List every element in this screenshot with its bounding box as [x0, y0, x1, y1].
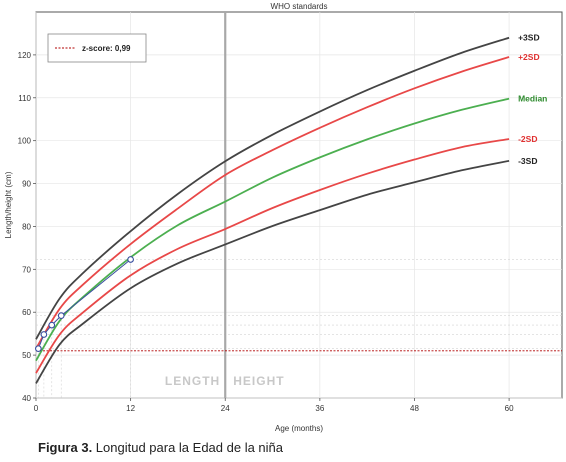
- y-tick-label: 110: [18, 94, 31, 103]
- grid-lines: [35, 12, 562, 399]
- growth-curves: +3SD +2SD Median -2SD -3SD: [35, 33, 547, 384]
- patient-point: [48, 321, 56, 329]
- chart-title: WHO standards: [271, 2, 328, 11]
- y-tick-label: 50: [22, 351, 31, 360]
- patient-series: [35, 256, 134, 353]
- figure-caption: Figura 3. Longitud para la Edad de la ni…: [38, 440, 283, 455]
- y-tick-label: 80: [22, 222, 31, 231]
- y-axis-label: Length/height (cm): [4, 171, 13, 238]
- phase-label-length: LENGTH: [165, 374, 220, 388]
- x-tick-label: 12: [126, 404, 135, 413]
- curve-label-minus-2sd: -2SD: [518, 134, 537, 144]
- legend-label: z-score: 0,99: [82, 44, 131, 53]
- x-tick-label: 48: [410, 404, 419, 413]
- phase-label-height: HEIGHT: [233, 374, 284, 388]
- patient-point: [35, 345, 42, 353]
- curve-label-plusminus-3sd: +3SD: [518, 33, 540, 43]
- y-tick-label: 40: [22, 394, 31, 403]
- curve-label-minus-3sd: -3SD: [518, 156, 537, 166]
- y-axis-ticks: 40 50 60 70 80 90 100 110 120: [18, 51, 36, 403]
- x-tick-label: 60: [505, 404, 514, 413]
- curve-median: [35, 97, 510, 362]
- legend: z-score: 0,99: [47, 33, 147, 63]
- y-tick-label: 70: [22, 265, 31, 274]
- caption-number: Figura 3.: [38, 440, 93, 455]
- x-tick-label: 0: [34, 404, 39, 413]
- curve-plusminus-3sd: [35, 36, 510, 340]
- y-tick-label: 120: [18, 51, 32, 60]
- x-axis-label: Age (months): [275, 424, 323, 433]
- curve-minus-3sd: [35, 159, 510, 384]
- x-axis-ticks: 0 12 24 36 48 60: [34, 398, 514, 413]
- curve-label-median: Median: [518, 94, 547, 104]
- plot-background: [35, 11, 563, 399]
- curve-minus-2sd: [35, 138, 510, 374]
- y-tick-label: 100: [18, 137, 32, 146]
- patient-point: [127, 256, 134, 263]
- patient-point: [57, 312, 65, 320]
- growth-chart: WHO standards LENGTH HEIGHT +3SD +2SD Media…: [4, 2, 563, 433]
- x-tick-label: 24: [221, 404, 230, 413]
- x-tick-label: 36: [315, 404, 324, 413]
- legend-box: [47, 33, 147, 63]
- phase-divider: LENGTH HEIGHT: [165, 12, 284, 398]
- curve-label-plusminus-2sd: +2SD: [518, 52, 540, 62]
- patient-point: [40, 331, 48, 338]
- y-tick-label: 60: [22, 308, 31, 317]
- curve-plusminus-2sd: [35, 56, 510, 350]
- caption-text: Longitud para la Edad de la niña: [92, 440, 284, 455]
- y-tick-label: 90: [22, 180, 31, 189]
